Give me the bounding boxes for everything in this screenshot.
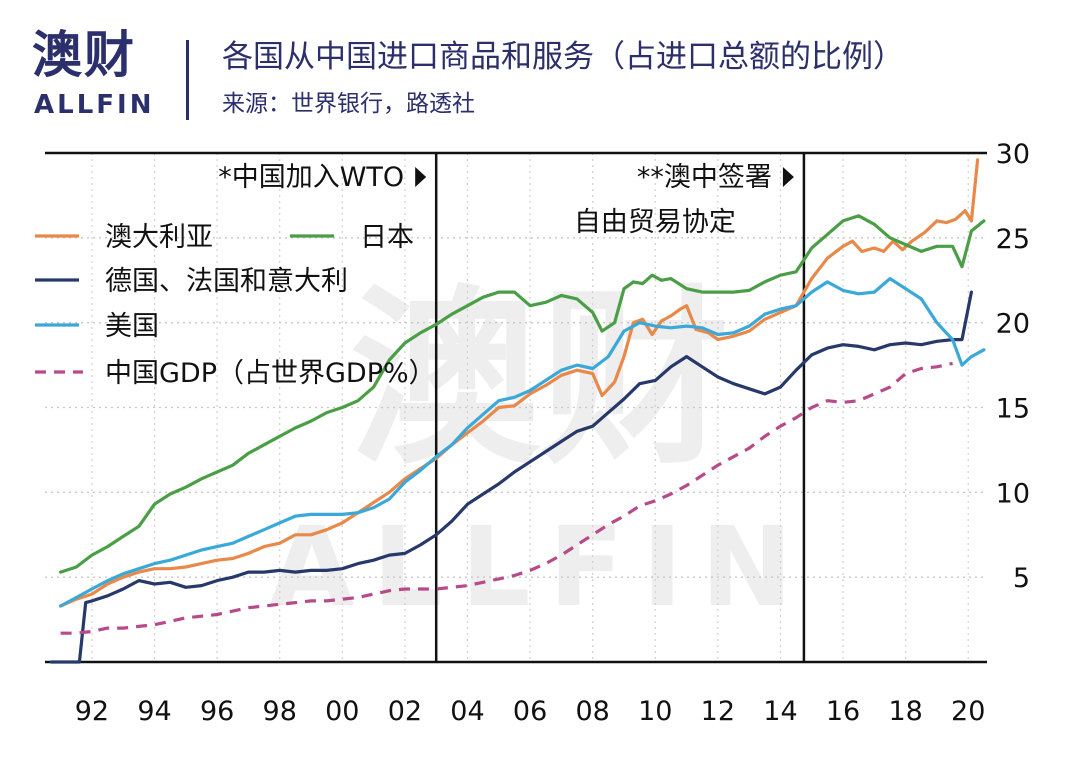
chart-title: 各国从中国进口商品和服务（占进口总额的比例） [222, 39, 904, 75]
x-tick-label: 18 [888, 696, 922, 727]
series-lines [49, 158, 986, 664]
x-tick-label: 10 [638, 696, 672, 727]
x-tick-label: 94 [137, 696, 171, 727]
annotation-arrow [415, 167, 427, 187]
legend-label: 中国GDP（占世界GDP%） [105, 358, 436, 389]
x-tick-label: 14 [763, 696, 797, 727]
line-chart: 澳财 ALLFIN 92 94 96 98 00 02 04 06 08 10 12 14 16 18 20… [35, 140, 1030, 727]
y-tick-label: 30 [996, 140, 1030, 170]
x-tick-label: 02 [388, 696, 422, 727]
x-tick-label: 12 [701, 696, 735, 727]
legend-label: 澳大利亚 [105, 222, 213, 253]
x-tick-label: 08 [575, 696, 609, 727]
y-tick-label: 15 [996, 394, 1030, 425]
series-line [59, 277, 986, 608]
x-tick-label: 96 [200, 696, 234, 727]
logo-chinese: 澳财 [32, 26, 136, 84]
series-line [59, 214, 986, 574]
annotation-label: 自由贸易协定 [574, 207, 736, 238]
x-tick-label: 98 [263, 696, 297, 727]
chart-source: 来源：世界银行，路透社 [222, 91, 475, 117]
x-tick-label: 06 [513, 696, 547, 727]
x-tick-label: 16 [826, 696, 860, 727]
legend-label: 德国、法国和意大利 [105, 266, 348, 297]
series-line [49, 290, 973, 664]
logo-english: ALLFIN [34, 90, 155, 120]
watermark-cn: 澳财 [350, 269, 730, 490]
header: 澳财 ALLFIN 各国从中国进口商品和服务（占进口总额的比例） 来源：世界银行… [0, 0, 1080, 140]
watermark: 澳财 ALLFIN [269, 269, 810, 631]
plot-frame [45, 151, 987, 664]
annotation-arrow [782, 167, 794, 187]
y-tick-label: 20 [996, 309, 1030, 340]
legend-label: 美国 [105, 311, 159, 342]
x-axis-ticks: 92 94 96 98 00 02 04 06 08 10 12 14 16 18 20 [75, 696, 986, 727]
y-tick-label: 25 [996, 224, 1030, 255]
watermark-en: ALLFIN [269, 503, 810, 631]
annotation-label: *中国加入WTO [218, 162, 404, 193]
x-tick-label: 00 [325, 696, 359, 727]
x-tick-label: 04 [450, 696, 484, 727]
y-axis-ticks: 5 10 15 20 25 30 [996, 140, 1030, 594]
y-tick-label: 10 [996, 478, 1030, 509]
legend-label: 日本 [360, 222, 414, 253]
header-divider [186, 40, 189, 120]
x-tick-label: 92 [75, 696, 109, 727]
annotation-label: **澳中签署 [637, 162, 772, 193]
series-line [59, 158, 980, 608]
y-tick-label: 5 [1013, 563, 1030, 594]
x-tick-label: 20 [951, 696, 985, 727]
